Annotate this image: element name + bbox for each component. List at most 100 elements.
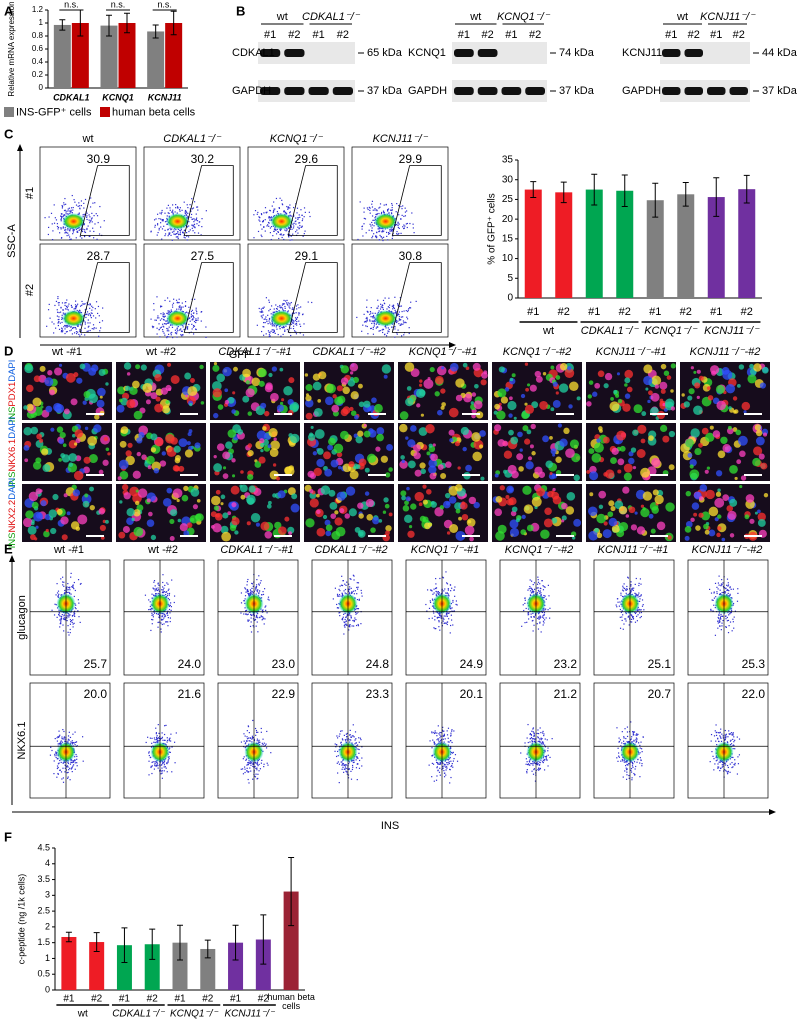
flow-dot: [362, 228, 363, 229]
flow-dot: [257, 214, 258, 215]
flow-dot: [301, 226, 302, 227]
flow-dot: [261, 308, 262, 309]
cell: [728, 406, 732, 410]
flow-dot: [80, 236, 81, 237]
flow-dot: [79, 230, 80, 231]
cell: [389, 512, 393, 516]
flow-dot: [173, 233, 174, 234]
flow-dot: [167, 229, 168, 230]
flow-dot: [372, 313, 373, 314]
flow-dot: [76, 307, 77, 308]
cell: [702, 428, 709, 435]
flow-dot: [366, 321, 367, 322]
group-label: wt: [542, 325, 554, 337]
cell: [711, 371, 716, 376]
flow-dot: [75, 301, 76, 302]
flow-dot: [282, 203, 283, 204]
flow-dot: [48, 309, 49, 310]
flow-dot: [150, 319, 151, 320]
flow-dot: [97, 313, 98, 314]
flow-dot: [61, 331, 62, 332]
cell: [247, 450, 253, 456]
cell: [218, 404, 224, 410]
flow-dot: [156, 588, 157, 589]
flow-dot: [199, 221, 200, 222]
cell: [741, 475, 746, 480]
cell: [729, 499, 737, 507]
cell: [262, 426, 267, 431]
cell: [168, 388, 171, 391]
annotation: n.s.: [157, 0, 172, 9]
cell: [197, 499, 201, 503]
flow-dot: [170, 333, 171, 334]
flow-dot: [293, 326, 294, 327]
cell: [507, 401, 516, 410]
flow-dot: [274, 231, 275, 232]
panel-letter: D: [4, 343, 13, 358]
flow-dot: [288, 306, 289, 307]
x-tick-label: #1: [63, 994, 75, 1005]
cell: [659, 382, 667, 390]
cell: [340, 431, 349, 440]
flow-dot: [85, 199, 86, 200]
flow-dot: [62, 207, 63, 208]
flow-dot: [354, 620, 355, 621]
stain-label: NKX6.1: [7, 439, 18, 472]
cell: [697, 370, 701, 374]
flow-dot: [298, 314, 299, 315]
cell: [40, 500, 46, 506]
bar: [555, 192, 572, 298]
flow-dot: [182, 306, 183, 307]
cell: [31, 522, 35, 526]
flow-dot: [70, 577, 71, 578]
flow-dot: [295, 221, 296, 222]
flow-dot: [398, 323, 399, 324]
flow-dot: [69, 592, 70, 593]
cell: [407, 531, 414, 538]
cell: [135, 364, 140, 369]
flow-density: [62, 213, 85, 230]
flow-dot: [284, 330, 285, 331]
flow-dot: [303, 323, 304, 324]
flow-dot: [74, 616, 75, 617]
flow-dot: [92, 203, 93, 204]
cell: [260, 449, 263, 452]
flow-dot: [190, 217, 191, 218]
cell: [141, 364, 147, 370]
flow-dot: [81, 200, 82, 201]
flow-dot: [283, 300, 284, 301]
flow-dot: [73, 199, 74, 200]
cell: [757, 510, 761, 514]
flow-dot: [371, 204, 372, 205]
panel-letter: B: [236, 3, 245, 18]
flow-dot: [245, 588, 246, 589]
cell: [135, 501, 139, 505]
flow-dot: [261, 235, 262, 236]
flow-dot: [282, 303, 283, 304]
cell: [60, 453, 65, 458]
flow-dot: [450, 590, 451, 591]
flow-dot: [333, 598, 334, 599]
cell: [456, 509, 461, 514]
flow-dot: [284, 303, 285, 304]
cell: [739, 485, 742, 488]
flow-dot: [170, 235, 171, 236]
flow-dot: [158, 323, 159, 324]
flow-dot: [402, 324, 403, 325]
flow-dot: [382, 238, 383, 239]
flow-dot: [381, 231, 382, 232]
flow-dot: [448, 594, 449, 595]
flow-dot: [68, 208, 69, 209]
flow-dot: [206, 210, 207, 211]
flow-dot: [274, 325, 275, 326]
flow-dot: [64, 302, 65, 303]
y-tick-label: 1: [39, 18, 44, 27]
band: [685, 87, 704, 95]
cell: [465, 526, 475, 536]
flow-dot: [447, 622, 448, 623]
flow-dot: [271, 239, 272, 240]
cell: [120, 441, 127, 448]
flow-dot: [276, 326, 277, 327]
flow-dot: [345, 624, 346, 625]
cell: [409, 525, 412, 528]
